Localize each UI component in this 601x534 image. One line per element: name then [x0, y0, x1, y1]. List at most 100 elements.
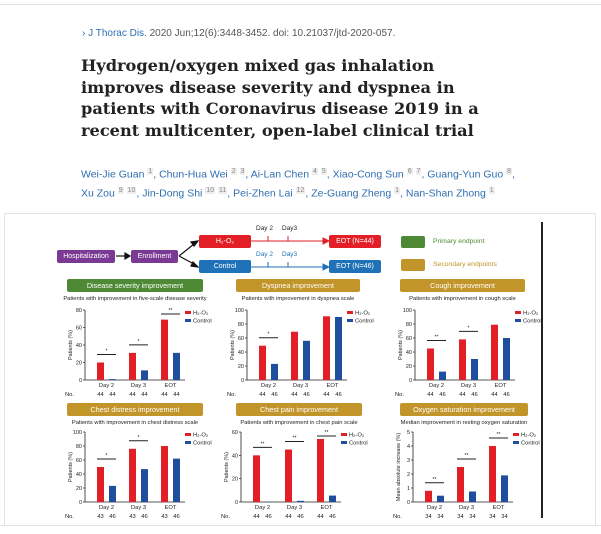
affiliation-ref[interactable]: 1: [147, 168, 154, 175]
affiliation-ref[interactable]: 3: [239, 168, 246, 175]
author-link[interactable]: Xu Zou: [81, 187, 115, 199]
affiliation-ref[interactable]: 10: [126, 186, 137, 194]
primary-endpoint-label: Primary endpoint: [433, 238, 485, 245]
y-tick-label: 0: [407, 500, 410, 506]
affiliation-ref[interactable]: 2: [230, 168, 237, 175]
n-h2o2: 43: [129, 514, 135, 520]
affiliation-ref[interactable]: 10: [205, 186, 216, 194]
bar-chart: 0 20 40 60 Patients (%) Day 2 44 46 ** Day 3 44 46 *…: [221, 430, 368, 520]
legend-label-control: Control: [355, 319, 374, 325]
affiliation-ref[interactable]: 6: [406, 168, 413, 175]
n-control: 44: [141, 392, 148, 398]
figure[interactable]: [4, 213, 596, 526]
legend-swatch-control: [347, 319, 353, 322]
bar-h2o2: [291, 331, 298, 380]
author-link[interactable]: Guang-Yun Guo: [427, 168, 504, 181]
significance-marker: **: [433, 477, 437, 483]
day3-label-control: Day3: [282, 251, 298, 258]
affiliation-ref[interactable]: 8: [506, 168, 512, 175]
x-tick-label: Day 2: [255, 505, 270, 511]
bar-control: [141, 469, 148, 502]
journal-link[interactable]: › J Thorac Dis.: [82, 28, 147, 39]
significance-marker: **: [435, 335, 439, 341]
n-h2o2: 44: [97, 392, 104, 398]
citation-details: 2020 Jun;12(6):3448-3452. doi: 10.21037/…: [149, 28, 396, 39]
author-link[interactable]: Ze-Guang Zheng: [311, 187, 392, 199]
n-control: 46: [439, 392, 445, 398]
bar-h2o2: [97, 467, 104, 502]
author-link[interactable]: Nan-Shan Zhong: [405, 187, 486, 199]
x-tick-label: EOT: [493, 505, 505, 511]
y-tick-label: 80: [406, 322, 412, 328]
affiliation-ref[interactable]: 1: [488, 186, 495, 194]
author-link[interactable]: Wei-Jie Guan: [81, 168, 145, 181]
legend-swatch-control: [341, 441, 347, 444]
bar-h2o2: [491, 324, 498, 380]
enrollment-box: Enrollment: [131, 250, 178, 263]
y-tick-label: 100: [403, 308, 412, 314]
bar-chart: 0 20 40 60 80 Patients (%) Day 2 44 44 * Day 3 44 44…: [65, 308, 212, 398]
n-label: No.: [221, 514, 230, 520]
n-control: 46: [329, 514, 335, 520]
significance-marker: **: [293, 436, 297, 442]
author-link[interactable]: Chun-Hua Wei: [159, 168, 228, 181]
y-tick-label: 3: [407, 458, 410, 464]
journal-name[interactable]: J Thorac Dis.: [88, 28, 147, 39]
y-axis-label: Patients (%): [230, 330, 236, 360]
x-tick-label: Day 2: [99, 383, 114, 389]
bar-control: [109, 379, 116, 380]
author-link[interactable]: Jin-Dong Shi: [142, 187, 203, 199]
y-tick-label: 0: [79, 500, 82, 506]
n-control: 44: [109, 392, 116, 398]
significance-marker: **: [261, 441, 265, 447]
panel-header: Chest distress improvement: [67, 403, 203, 416]
x-tick-label: Day 3: [287, 505, 302, 511]
n-h2o2: 44: [323, 392, 330, 398]
n-label: No.: [227, 392, 236, 398]
bar-control: [173, 458, 180, 502]
bar-h2o2: [317, 439, 324, 502]
bar-chart: 0 20 40 60 80 100 Patients (%) Day 2 44 46 ** Day 3…: [395, 308, 542, 398]
n-control: 44: [173, 392, 180, 398]
x-tick-label: Day 3: [131, 383, 146, 389]
affiliation-ref[interactable]: 11: [218, 186, 228, 194]
y-tick-label: 20: [76, 361, 82, 367]
author-link[interactable]: Xiao-Cong Sun: [332, 168, 404, 181]
y-tick-label: 4: [407, 444, 410, 450]
y-tick-label: 40: [238, 350, 244, 356]
n-h2o2: 44: [253, 514, 260, 520]
n-control: 46: [303, 392, 309, 398]
bar-control: [109, 485, 116, 502]
affiliation-ref[interactable]: 12: [295, 186, 306, 194]
author-list: Wei-Jie Guan 1, Chun-Hua Wei 2 3, Ai-Lan…: [81, 168, 515, 199]
x-tick-label: EOT: [321, 505, 333, 511]
y-axis-label: Patients (%): [398, 330, 404, 360]
n-control: 46: [471, 392, 477, 398]
significance-marker: *: [138, 435, 140, 441]
y-tick-label: 60: [76, 458, 82, 464]
y-tick-label: 80: [76, 308, 82, 314]
bar-h2o2: [425, 490, 432, 502]
author-link[interactable]: Ai-Lan Chen: [250, 168, 310, 181]
legend-swatch-h2o2: [515, 311, 521, 314]
affiliation-ref[interactable]: 5: [320, 168, 327, 175]
bar-control: [501, 475, 508, 502]
legend-swatch-control: [185, 441, 191, 444]
author-link[interactable]: Pei-Zhen Lai: [233, 187, 293, 199]
legend-swatch-h2o2: [341, 433, 347, 436]
bar-control: [173, 352, 180, 380]
citation: › J Thorac Dis. 2020 Jun;12(6):3448-3452…: [82, 28, 395, 39]
significance-marker: *: [138, 339, 140, 345]
panel-header: Dyspnea improvement: [236, 279, 360, 292]
affiliation-ref[interactable]: 9: [117, 186, 124, 194]
bar-control: [335, 317, 342, 380]
significance-marker: *: [106, 349, 108, 355]
affiliation-ref[interactable]: 1: [394, 186, 401, 194]
x-tick-label: Day 2: [429, 383, 444, 389]
affiliation-ref[interactable]: 4: [311, 168, 318, 175]
x-tick-label: Day 3: [461, 383, 476, 389]
day2-label-h2: Day 2: [256, 225, 273, 232]
legend-label-control: Control: [349, 441, 368, 447]
affiliation-ref[interactable]: 7: [415, 168, 422, 175]
